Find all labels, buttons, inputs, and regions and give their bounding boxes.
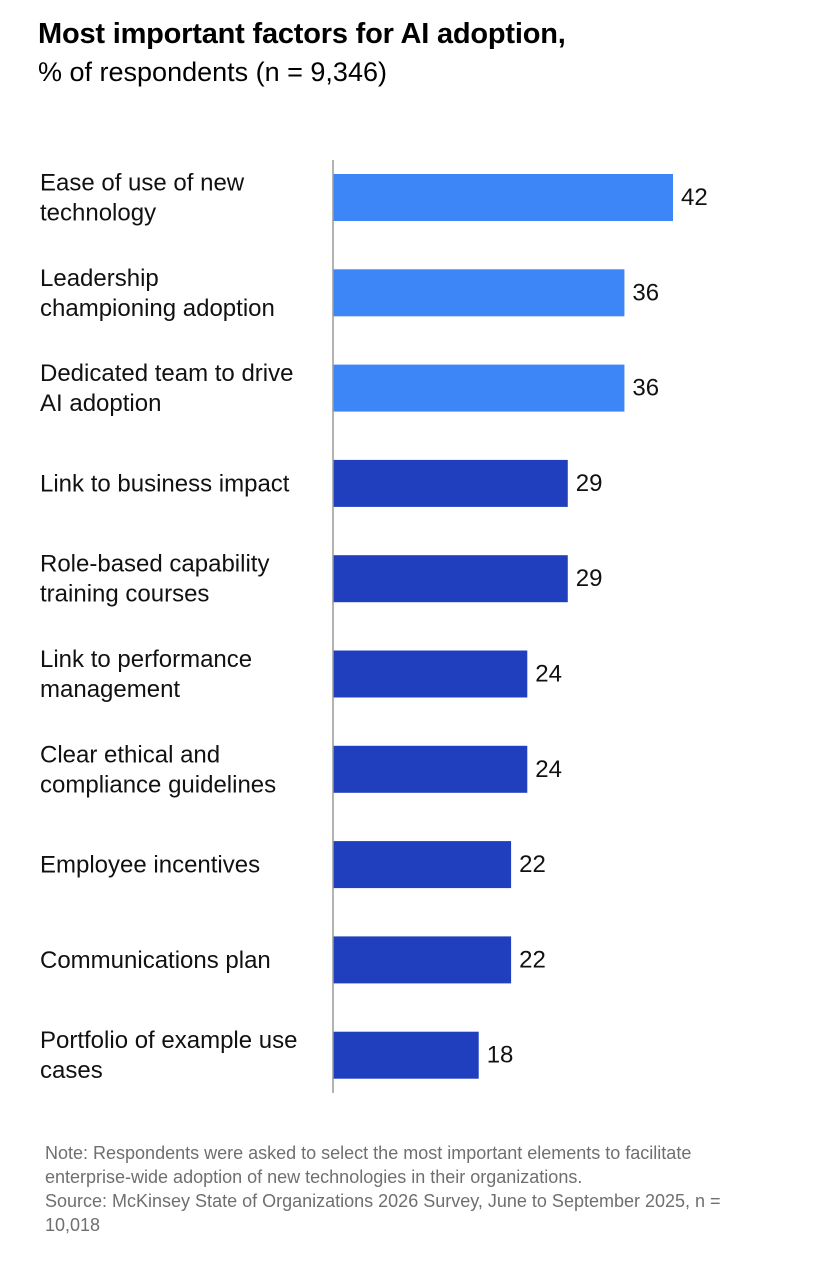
category-label-line: Dedicated team to drive	[40, 360, 293, 387]
category-label-line: Role-based capability	[40, 550, 269, 577]
category-label-8: Employee incentives	[40, 851, 260, 878]
bar-9	[333, 936, 512, 984]
category-label-9: Communications plan	[40, 946, 271, 973]
value-label-9: 22	[519, 946, 546, 973]
bar-4	[333, 459, 568, 507]
category-label-line: Employee incentives	[40, 851, 260, 878]
bar-chart: 42 Ease of use of new technology 36 Leadersh…	[40, 160, 708, 1093]
value-label-1: 42	[681, 184, 708, 211]
value-label-6: 24	[535, 661, 562, 688]
bar-10	[333, 1031, 479, 1079]
category-label-line: compliance guidelines	[40, 771, 276, 798]
chart-title: Most important factors for AI adoption,	[38, 18, 566, 50]
value-label-5: 29	[576, 565, 603, 592]
category-label-line: training courses	[40, 580, 209, 607]
bar-8	[333, 841, 512, 889]
bar-1	[333, 174, 673, 221]
category-label-line: Link to business impact	[40, 470, 290, 497]
category-label-4: Link to business impact	[40, 470, 290, 497]
category-label-line: AI adoption	[40, 390, 161, 417]
category-label-7: Clear ethical and compliance guidelines	[40, 741, 276, 798]
bar-2	[333, 269, 625, 317]
category-label-line: technology	[40, 199, 156, 226]
category-label-3: Dedicated team to drive AI adoption	[40, 360, 293, 417]
category-label-10: Portfolio of example use cases	[40, 1027, 297, 1084]
category-label-line: Portfolio of example use	[40, 1027, 297, 1054]
category-label-line: Clear ethical and	[40, 741, 220, 768]
category-label-line: cases	[40, 1057, 103, 1084]
category-label-line: Link to performance	[40, 646, 252, 673]
category-label-2: Leadership championing adoption	[40, 264, 275, 321]
category-label-5: Role-based capability training courses	[40, 550, 269, 607]
footnote: Note: Respondents were asked to select t…	[45, 1141, 765, 1237]
bar-3	[333, 364, 625, 412]
value-label-10: 18	[487, 1042, 514, 1069]
category-label-line: championing adoption	[40, 294, 275, 321]
bar-6	[333, 650, 528, 698]
category-label-line: Communications plan	[40, 946, 271, 973]
bar-5	[333, 555, 568, 603]
value-label-8: 22	[519, 851, 546, 878]
value-label-7: 24	[535, 756, 562, 783]
footnote-note: Note: Respondents were asked to select t…	[45, 1143, 692, 1187]
value-label-2: 36	[632, 279, 659, 306]
category-label-line: Ease of use of new	[40, 169, 245, 196]
category-label-1: Ease of use of new technology	[40, 169, 245, 226]
value-label-4: 29	[576, 470, 603, 497]
footnote-source: Source: McKinsey State of Organizations …	[45, 1191, 721, 1235]
category-label-6: Link to performance management	[40, 646, 252, 703]
value-label-3: 36	[632, 375, 659, 402]
category-label-line: Leadership	[40, 264, 159, 291]
chart-subtitle: % of respondents (n = 9,346)	[38, 57, 387, 87]
bar-7	[333, 745, 528, 793]
category-label-line: management	[40, 676, 180, 703]
